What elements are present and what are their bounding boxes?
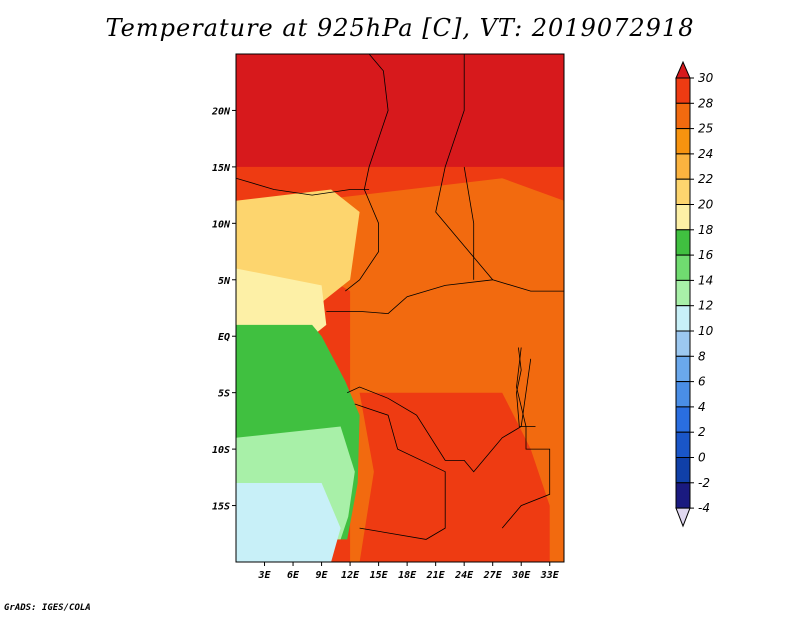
colorbar-label: 4 [698, 400, 706, 414]
x-tick-label: 9E [316, 570, 329, 581]
x-tick-label: 27E [483, 570, 503, 581]
x-tick-label: 33E [540, 570, 560, 581]
colorbar-segment [675, 77, 691, 104]
colorbar-segment [675, 279, 691, 307]
y-axis: 20N 15N 10N 5N EQ 5S 10S 15S [211, 106, 236, 513]
boundary-line-8 [463, 166, 475, 280]
colorbar-label: 30 [698, 71, 714, 85]
boundary-line-1 [435, 54, 564, 292]
y-tick-label: EQ [218, 332, 230, 343]
x-tick-label: 6E [287, 570, 300, 581]
region-coastal-west-africa [236, 189, 360, 303]
x-tick-label: 21E [426, 570, 446, 581]
colorbar-label: 0 [698, 451, 706, 465]
map-field [236, 54, 564, 562]
y-tick-label: 5S [218, 389, 230, 400]
x-tick-label: 18E [398, 570, 417, 581]
colorbar-segment [675, 355, 691, 383]
colorbar-label: -2 [698, 476, 710, 490]
boundary-line-2 [236, 177, 370, 196]
x-tick-label: 30E [511, 570, 531, 581]
colorbar-label: 2 [698, 425, 706, 439]
colorbar-segment [675, 128, 691, 155]
colorbar-label: 22 [698, 172, 713, 186]
boundary-line-4 [347, 358, 532, 473]
colorbar-label: 6 [698, 375, 706, 389]
map-frame [235, 53, 565, 563]
y-tick-label: 20N [211, 106, 231, 117]
y-tick-label: 15N [212, 163, 231, 174]
colorbar-label: 20 [698, 198, 714, 212]
x-tick-label: 15E [370, 570, 389, 581]
colorbar-segment [675, 254, 691, 281]
y-tick-label: 10N [212, 219, 231, 230]
region-southern-africa-plateau [359, 392, 550, 562]
colorbar-segment [675, 153, 691, 180]
colorbar-segment [675, 381, 691, 408]
colorbar-segment [675, 229, 691, 256]
colorbar-segment [675, 482, 691, 509]
colorbar-label: 24 [698, 147, 713, 161]
x-axis: 3E 6E 9E 12E 15E 18E 21E 24E 27E 30E 33E [257, 562, 560, 581]
chart-title: Temperature at 925hPa [C], VT: 201907291… [105, 14, 695, 42]
colorbar-segment [675, 406, 691, 433]
boundary-line-6 [501, 347, 551, 529]
colorbar-segment [675, 507, 691, 528]
colorbar-segment [675, 178, 691, 205]
colorbar-label: 14 [698, 273, 713, 287]
colorbar-segment [675, 305, 691, 332]
colorbar-label: -4 [698, 501, 710, 515]
colorbar-segment [675, 457, 691, 484]
boundary-line-7 [516, 347, 536, 427]
y-tick-label: 10S [212, 445, 230, 456]
region-benguela-upwelling [236, 483, 341, 562]
boundary-line-3 [326, 279, 493, 315]
colorbar-label: 28 [698, 96, 714, 110]
colorbar-label: 18 [698, 223, 714, 237]
y-tick-label: 5N [218, 276, 231, 287]
grads-credit: GrADS: IGES/COLA [4, 603, 91, 613]
colorbar-label: 16 [698, 248, 714, 262]
x-tick-label: 12E [341, 570, 360, 581]
colorbar-segment [675, 60, 691, 79]
region-gulf-of-guinea-ocean [236, 268, 327, 337]
colorbar-label: 8 [698, 349, 706, 363]
colorbar-segment [675, 330, 691, 357]
colorbar-label: 12 [698, 299, 713, 313]
boundary-line-5 [354, 403, 446, 540]
y-tick-label: 15S [212, 502, 230, 513]
colorbar-label: 25 [698, 122, 713, 136]
colorbar-segment [675, 102, 691, 130]
colorbar-segment [675, 431, 691, 459]
x-tick-label: 24E [454, 570, 474, 581]
colorbar-label: 10 [698, 324, 714, 338]
x-tick-label: 3E [257, 570, 271, 581]
colorbar-segment [675, 204, 691, 231]
